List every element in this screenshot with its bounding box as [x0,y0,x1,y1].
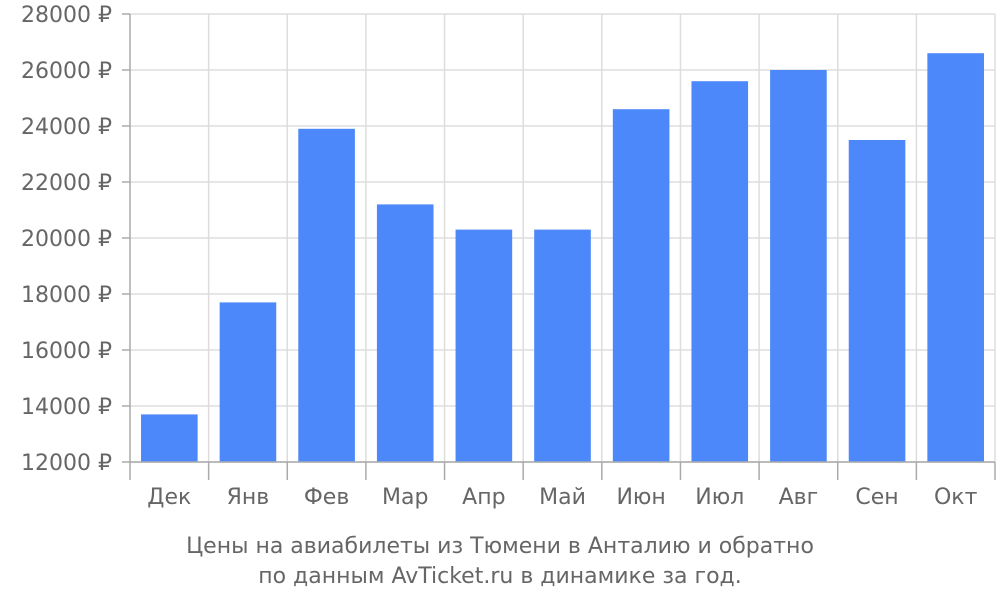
x-category-label: Апр [462,485,505,510]
x-category-label: Фев [304,485,349,510]
y-tick-label: 24000 ₽ [21,115,112,140]
bar-7 [612,109,670,462]
bar-10 [848,140,906,462]
x-category-label: Май [539,485,586,510]
x-category-label: Мар [382,485,428,510]
x-category-label: Дек [147,485,191,510]
bar-8 [691,81,749,462]
y-tick-label: 22000 ₽ [21,171,112,196]
bars [141,53,984,463]
y-tick-label: 16000 ₽ [21,339,112,364]
x-category-label: Июл [695,485,744,510]
bar-5 [455,229,513,462]
bar-chart: 12000 ₽ 14000 ₽ 16000 ₽ 18000 ₽ 20000 ₽ 22000… [21,3,996,510]
bar-2 [219,302,277,462]
bar-4 [376,204,434,462]
y-tick-label: 20000 ₽ [21,227,112,252]
axes [122,13,996,480]
y-tick-label: 28000 ₽ [21,3,112,28]
y-tick-label: 12000 ₽ [21,451,112,476]
y-tick-label: 14000 ₽ [21,395,112,420]
bar-11 [927,53,984,462]
caption-line-2: по данным AvTicket.ru в динамике за год. [258,564,742,589]
axis-labels: 12000 ₽ 14000 ₽ 16000 ₽ 18000 ₽ 20000 ₽ 22000… [21,3,978,510]
x-category-label: Сен [855,485,898,510]
bar-3 [298,128,355,463]
y-tick-label: 26000 ₽ [21,59,112,84]
x-category-label: Авг [779,485,819,510]
bar-9 [770,70,827,462]
bar-1 [141,414,198,462]
y-tick-label: 18000 ₽ [21,283,112,308]
caption-line-1: Цены на авиабилеты из Тюмени в Анталию и… [186,534,814,559]
chart-caption: Цены на авиабилеты из Тюмени в Анталию и… [0,532,1000,592]
x-category-label: Янв [227,485,270,510]
x-category-label: Июн [616,485,665,510]
bar-6 [534,229,591,462]
x-category-label: Окт [934,485,978,510]
